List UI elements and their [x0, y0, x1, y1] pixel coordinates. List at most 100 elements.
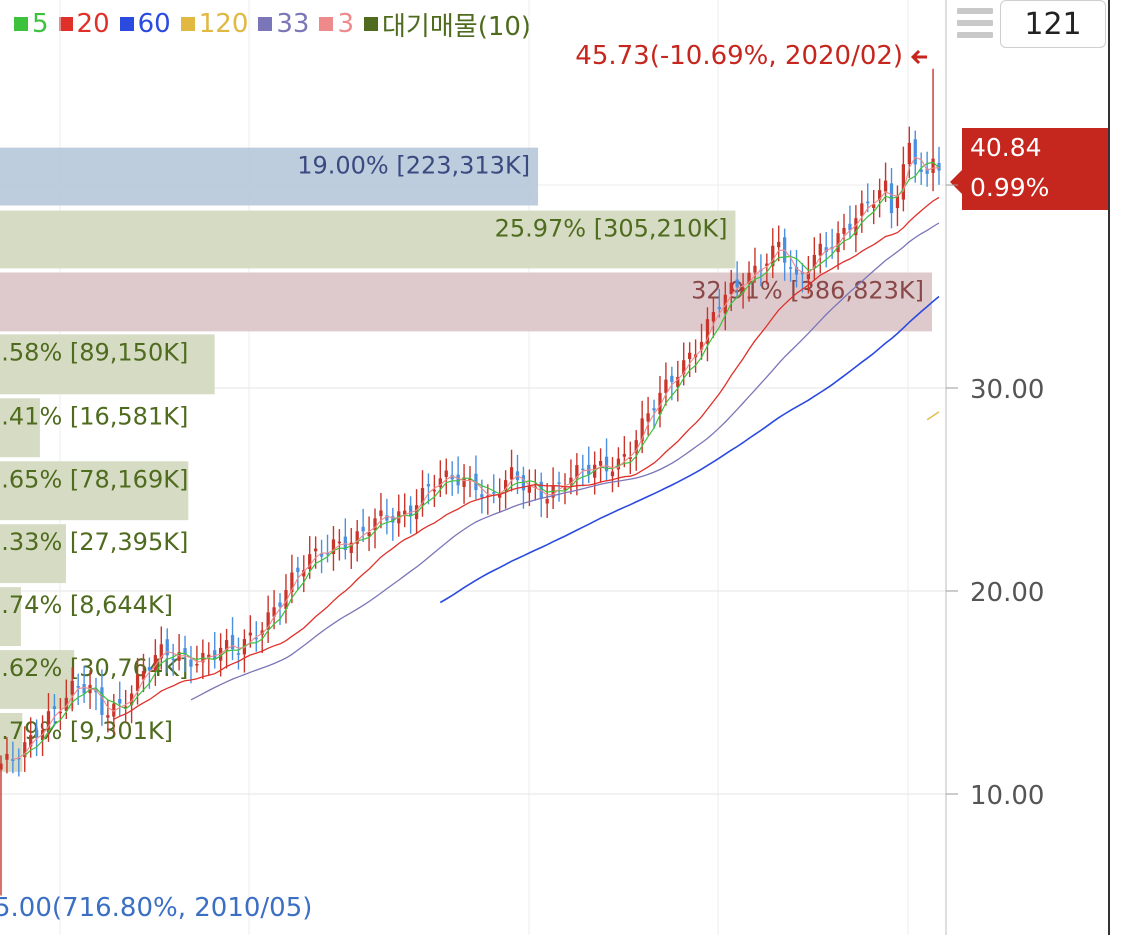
candle-body — [569, 477, 573, 485]
candle-body — [165, 639, 169, 656]
candle-body — [503, 480, 508, 491]
candle-body — [895, 195, 900, 209]
candle-body — [866, 201, 870, 204]
candle-body — [141, 671, 146, 680]
candle-body — [426, 484, 431, 487]
candle-body — [343, 536, 347, 551]
candle-body — [533, 486, 537, 489]
candle-body — [551, 485, 555, 498]
candle-body — [747, 272, 751, 284]
candle-body — [777, 241, 781, 248]
candle-body — [468, 478, 472, 481]
volume-profile-bar — [0, 334, 215, 395]
candle-body — [58, 711, 62, 714]
candle-body — [361, 526, 365, 532]
candle-body — [693, 354, 698, 358]
candle-count-box[interactable]: 121 — [1000, 0, 1106, 48]
legend-item[interactable]: 20 — [58, 9, 110, 39]
legend-swatch — [258, 17, 273, 31]
legend-item[interactable]: 3 — [319, 9, 354, 39]
candle-body — [759, 269, 763, 272]
y-tick-label: 30.00 — [970, 375, 1044, 405]
candle-body — [711, 311, 716, 322]
candle-body — [5, 753, 9, 760]
candle-body — [456, 474, 460, 486]
candle-body — [545, 499, 549, 504]
ma20-line — [113, 196, 940, 720]
menu-icon[interactable] — [957, 8, 993, 44]
candle-body — [314, 548, 318, 552]
candle-body — [397, 511, 401, 524]
candle-body — [919, 169, 923, 172]
candle-body — [735, 279, 739, 288]
candle-body — [658, 392, 662, 415]
y-tick-label: 10.00 — [970, 781, 1044, 811]
volume-profile-bar — [0, 210, 736, 269]
volume-profile-bar — [0, 398, 40, 458]
candle-body — [699, 341, 704, 350]
candle-body — [901, 164, 906, 200]
volume-profile-bar — [0, 524, 66, 584]
current-change: 0.99% — [970, 173, 1050, 202]
legend-item[interactable]: 33 — [258, 9, 309, 39]
candle-body — [492, 492, 496, 494]
legend-label: 5 — [32, 9, 49, 39]
candle-body — [171, 658, 175, 661]
candle-body — [705, 319, 710, 344]
candle-body — [153, 655, 157, 672]
volume-profile-bar — [0, 272, 932, 332]
legend-item[interactable]: 5 — [14, 9, 49, 39]
candle-body — [474, 473, 478, 491]
volume-profile-label: 1.41% [16,581K] — [0, 402, 188, 430]
candle-body — [64, 697, 68, 711]
candle-body — [219, 647, 223, 661]
legend-label: 120 — [198, 9, 249, 39]
candle-body — [213, 650, 217, 660]
candle-body — [403, 510, 407, 515]
candle-body — [266, 612, 270, 630]
volume-profile-label: 2.33% [27,395K] — [0, 528, 188, 556]
volume-profile-label: 25.97% [305,210K] — [495, 215, 728, 243]
volume-profile-label: 19.00% [223,313K] — [297, 152, 530, 180]
candle-body — [118, 699, 122, 704]
candle-body — [284, 590, 288, 609]
candle-body — [812, 254, 816, 269]
legend-swatch — [364, 17, 379, 31]
candle-body — [195, 664, 199, 666]
candle-body — [806, 272, 811, 280]
candle-body — [794, 267, 799, 275]
candle-body — [604, 456, 609, 472]
candle-body — [29, 735, 33, 747]
candle-body — [539, 481, 543, 499]
legend-label: 60 — [137, 9, 171, 39]
candle-body — [88, 684, 92, 694]
candle-body — [907, 142, 911, 165]
candle-body — [788, 267, 793, 269]
candle-body — [391, 516, 395, 523]
candle-body — [367, 532, 371, 537]
candle-body — [664, 379, 668, 393]
candle-body — [432, 489, 437, 492]
candle-body — [302, 570, 306, 577]
volume-profile-bar — [0, 587, 21, 647]
candle-body — [159, 644, 163, 659]
legend-swatch — [119, 17, 134, 31]
candle-body — [331, 539, 336, 555]
candle-body — [670, 375, 674, 383]
candle-body — [40, 730, 45, 741]
candle-body — [76, 686, 80, 688]
legend-item[interactable]: 60 — [119, 9, 171, 39]
legend-item[interactable]: 120 — [180, 9, 249, 39]
candle-body — [112, 703, 116, 717]
candle-body — [147, 667, 152, 671]
candle-body — [278, 602, 282, 607]
candle-body — [652, 408, 656, 411]
candle-body — [723, 294, 727, 314]
legend-item[interactable]: 대기매물(10) — [364, 6, 531, 43]
candle-body — [129, 693, 134, 705]
candle-body — [379, 510, 383, 517]
candle-body — [498, 493, 502, 498]
candle-body — [100, 687, 104, 715]
